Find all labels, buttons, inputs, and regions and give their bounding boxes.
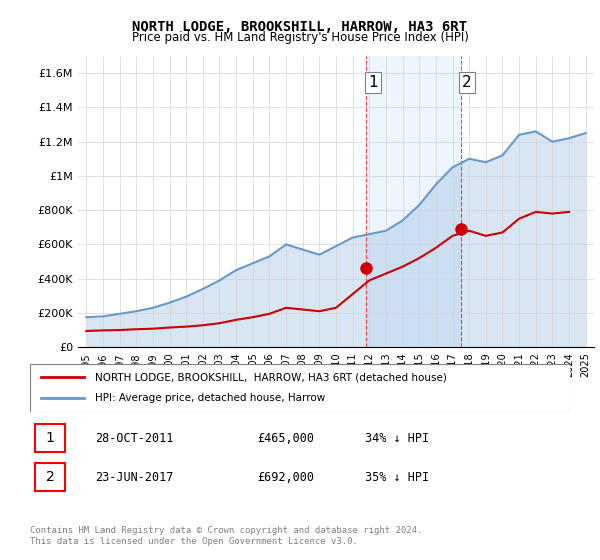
Text: 35% ↓ HPI: 35% ↓ HPI: [365, 470, 429, 484]
Text: 23-JUN-2017: 23-JUN-2017: [95, 470, 173, 484]
Text: 28-OCT-2011: 28-OCT-2011: [95, 432, 173, 445]
Text: Contains HM Land Registry data © Crown copyright and database right 2024.
This d: Contains HM Land Registry data © Crown c…: [30, 526, 422, 546]
Text: £692,000: £692,000: [257, 470, 314, 484]
Text: 34% ↓ HPI: 34% ↓ HPI: [365, 432, 429, 445]
Text: Price paid vs. HM Land Registry's House Price Index (HPI): Price paid vs. HM Land Registry's House …: [131, 31, 469, 44]
Text: 1: 1: [46, 431, 55, 445]
Text: NORTH LODGE, BROOKSHILL,  HARROW, HA3 6RT (detached house): NORTH LODGE, BROOKSHILL, HARROW, HA3 6RT…: [95, 372, 446, 382]
Text: 2: 2: [462, 75, 472, 90]
FancyBboxPatch shape: [30, 364, 570, 412]
FancyBboxPatch shape: [35, 463, 65, 491]
Text: HPI: Average price, detached house, Harrow: HPI: Average price, detached house, Harr…: [95, 393, 325, 403]
Text: 2: 2: [46, 470, 55, 484]
Text: £465,000: £465,000: [257, 432, 314, 445]
Text: 1: 1: [368, 75, 378, 90]
FancyBboxPatch shape: [35, 424, 65, 452]
Text: NORTH LODGE, BROOKSHILL, HARROW, HA3 6RT: NORTH LODGE, BROOKSHILL, HARROW, HA3 6RT: [133, 20, 467, 34]
